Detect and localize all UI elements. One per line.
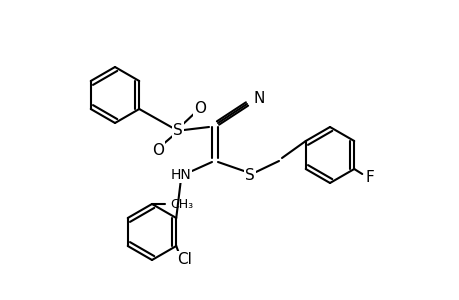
Text: N: N	[253, 91, 264, 106]
Text: F: F	[365, 169, 374, 184]
Text: S: S	[173, 122, 183, 137]
Text: Cl: Cl	[176, 253, 191, 268]
Text: CH₃: CH₃	[170, 197, 193, 211]
Text: S: S	[245, 167, 254, 182]
Text: HN: HN	[170, 168, 191, 182]
Text: O: O	[151, 142, 164, 158]
Text: O: O	[194, 100, 206, 116]
